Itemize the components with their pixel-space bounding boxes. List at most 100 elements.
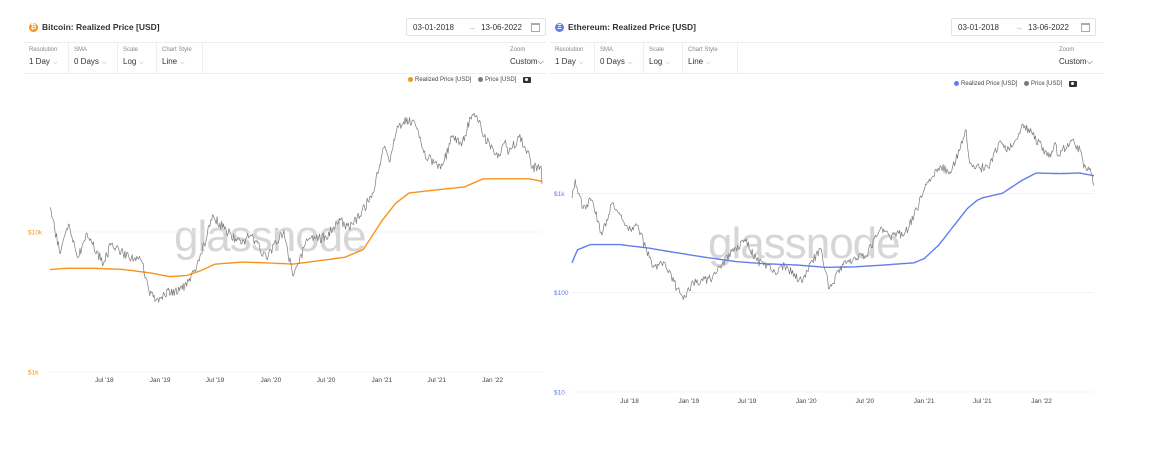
x-tick-label: Jan '22 xyxy=(1031,398,1052,405)
sma-select[interactable]: SMA 0 Days ⌵ xyxy=(595,43,644,73)
legend-label: Realized Price [USD] xyxy=(961,81,1018,88)
chart-style-select[interactable]: Chart Style Line ⌵ xyxy=(683,43,738,73)
chevron-down-icon: ⌵ xyxy=(537,57,544,66)
resolution-select[interactable]: Resolution 1 Day ⌵ xyxy=(550,43,595,73)
chart-title: Ethereum: Realized Price [USD] xyxy=(568,22,697,32)
chart-legend: Realized Price [USD] Price [USD] xyxy=(954,81,1078,88)
x-tick-label: Jul '21 xyxy=(973,398,992,405)
resolution-label: Resolution xyxy=(555,47,584,53)
legend-label: Price [USD] xyxy=(1031,81,1063,88)
chevron-down-icon: ⌵ xyxy=(101,60,107,66)
chart-title: Bitcoin: Realized Price [USD] xyxy=(42,22,160,32)
legend-item-realized-price[interactable]: Realized Price [USD] xyxy=(954,81,1017,87)
chart-style-label: Chart Style xyxy=(162,47,192,53)
chevron-down-icon: ⌵ xyxy=(139,60,144,66)
chevron-down-icon: ⌵ xyxy=(1086,57,1093,66)
chevron-down-icon: ⌵ xyxy=(180,60,185,66)
zoom-value[interactable]: Custom xyxy=(510,57,538,66)
x-tick-label: Jul '19 xyxy=(738,398,757,405)
panel-header: ₿ Bitcoin: Realized Price [USD] 03-01-20… xyxy=(24,14,546,42)
y-tick-label: $10 xyxy=(554,390,565,397)
legend-item-price[interactable]: Price [USD] xyxy=(478,77,516,83)
chart-style-select[interactable]: Chart Style Line ⌵ xyxy=(157,43,203,73)
bitcoin-realized-price-chart: glassnode $1k $10k Jul '18 Jan '19 Jul '19 Ja… xyxy=(28,112,543,384)
x-tick-label: Jul '20 xyxy=(856,398,875,405)
y-tick-label: $100 xyxy=(554,290,569,297)
date-from[interactable]: 03-01-2018 xyxy=(413,23,454,32)
sma-label: SMA xyxy=(600,47,614,53)
x-tick-label: Jan '20 xyxy=(796,398,817,405)
y-tick-label: $10k xyxy=(28,230,43,237)
zoom-label: Zoom xyxy=(510,47,526,53)
bitcoin-chart-panel: ₿ Bitcoin: Realized Price [USD] 03-01-20… xyxy=(24,14,546,406)
x-tick-label: Jul '19 xyxy=(206,377,225,384)
chart-legend: Realized Price [USD] Price [USD] xyxy=(408,77,532,84)
date-to[interactable]: 13-06-2022 xyxy=(481,23,522,32)
ethereum-realized-price-chart: glassnode $10 $100 $1k Jul '18 Jan '19 Jul '1… xyxy=(554,123,1095,405)
legend-swatch xyxy=(478,77,484,82)
sma-select[interactable]: SMA 0 Days ⌵ xyxy=(69,43,118,73)
x-tick-label: Jul '21 xyxy=(427,377,446,384)
scale-value[interactable]: Log xyxy=(649,57,663,66)
resolution-select[interactable]: Resolution 1 Day ⌵ xyxy=(24,43,69,73)
x-tick-label: Jan '19 xyxy=(150,377,171,384)
scale-value[interactable]: Log xyxy=(123,57,137,66)
ethereum-chart-panel: Ξ Ethereum: Realized Price [USD] 03-01-2… xyxy=(550,14,1104,408)
x-tick-label: Jan '21 xyxy=(914,398,935,405)
bitcoin-icon: ₿ xyxy=(29,23,38,32)
x-tick-label: Jan '19 xyxy=(678,398,699,405)
x-tick-label: Jan '22 xyxy=(482,377,503,384)
y-tick-label: $1k xyxy=(554,191,565,198)
legend-item-realized-price[interactable]: Realized Price [USD] xyxy=(408,77,471,83)
legend-label: Price [USD] xyxy=(485,77,517,84)
calendar-icon[interactable] xyxy=(1081,23,1090,32)
chevron-down-icon: ⌵ xyxy=(578,60,584,66)
chevron-down-icon: ⌵ xyxy=(706,60,711,66)
x-tick-label: Jul '20 xyxy=(317,377,336,384)
legend-swatch xyxy=(954,81,959,86)
arrow-icon: → xyxy=(468,23,476,32)
chevron-down-icon: ⌵ xyxy=(627,60,633,66)
watermark-text: glassnode xyxy=(174,212,366,261)
scale-select[interactable]: Scale Log ⌵ xyxy=(118,43,157,73)
series-line-price xyxy=(571,123,1095,301)
resolution-label: Resolution xyxy=(29,47,58,53)
chart-style-value[interactable]: Line xyxy=(162,57,178,66)
chevron-down-icon: ⌵ xyxy=(52,60,58,66)
date-to[interactable]: 13-06-2022 xyxy=(1028,23,1069,32)
date-from[interactable]: 03-01-2018 xyxy=(958,23,999,32)
scale-label: Scale xyxy=(649,47,665,53)
sma-value[interactable]: 0 Days xyxy=(74,57,99,66)
date-range-picker[interactable]: 03-01-2018 → 13-06-2022 xyxy=(951,18,1096,36)
camera-icon[interactable] xyxy=(1069,81,1078,88)
chart-style-label: Chart Style xyxy=(688,47,718,53)
sma-value[interactable]: 0 Days xyxy=(600,57,625,66)
panel-header: Ξ Ethereum: Realized Price [USD] 03-01-2… xyxy=(550,14,1104,42)
calendar-icon[interactable] xyxy=(531,23,540,32)
legend-swatch xyxy=(1024,81,1030,86)
ethereum-icon: Ξ xyxy=(555,23,564,32)
sma-label: SMA xyxy=(74,47,88,53)
chart-toolbar: Resolution 1 Day ⌵ SMA 0 Days ⌵ Scale Log ⌵… xyxy=(24,42,546,74)
x-tick-label: Jan '21 xyxy=(371,377,392,384)
zoom-value[interactable]: Custom xyxy=(1059,57,1087,66)
camera-icon[interactable] xyxy=(523,77,532,84)
chart-toolbar: Resolution 1 Day ⌵ SMA 0 Days ⌵ Scale Log ⌵… xyxy=(550,42,1104,74)
legend-label: Realized Price [USD] xyxy=(415,77,472,84)
y-tick-label: $1k xyxy=(28,370,39,377)
chevron-down-icon: ⌵ xyxy=(665,60,670,66)
x-tick-label: Jan '20 xyxy=(260,377,281,384)
arrow-icon: → xyxy=(1015,23,1023,32)
series-line-realized-price xyxy=(49,178,543,278)
scale-label: Scale xyxy=(123,47,139,53)
resolution-value[interactable]: 1 Day xyxy=(29,57,50,66)
legend-item-price[interactable]: Price [USD] xyxy=(1024,81,1062,87)
scale-select[interactable]: Scale Log ⌵ xyxy=(644,43,683,73)
resolution-value[interactable]: 1 Day xyxy=(555,57,576,66)
chart-style-value[interactable]: Line xyxy=(688,57,704,66)
watermark-text: glassnode xyxy=(708,219,900,268)
x-tick-label: Jul '18 xyxy=(95,377,114,384)
date-range-picker[interactable]: 03-01-2018 → 13-06-2022 xyxy=(406,18,546,36)
series-line-price xyxy=(49,112,543,303)
legend-swatch xyxy=(408,77,413,82)
